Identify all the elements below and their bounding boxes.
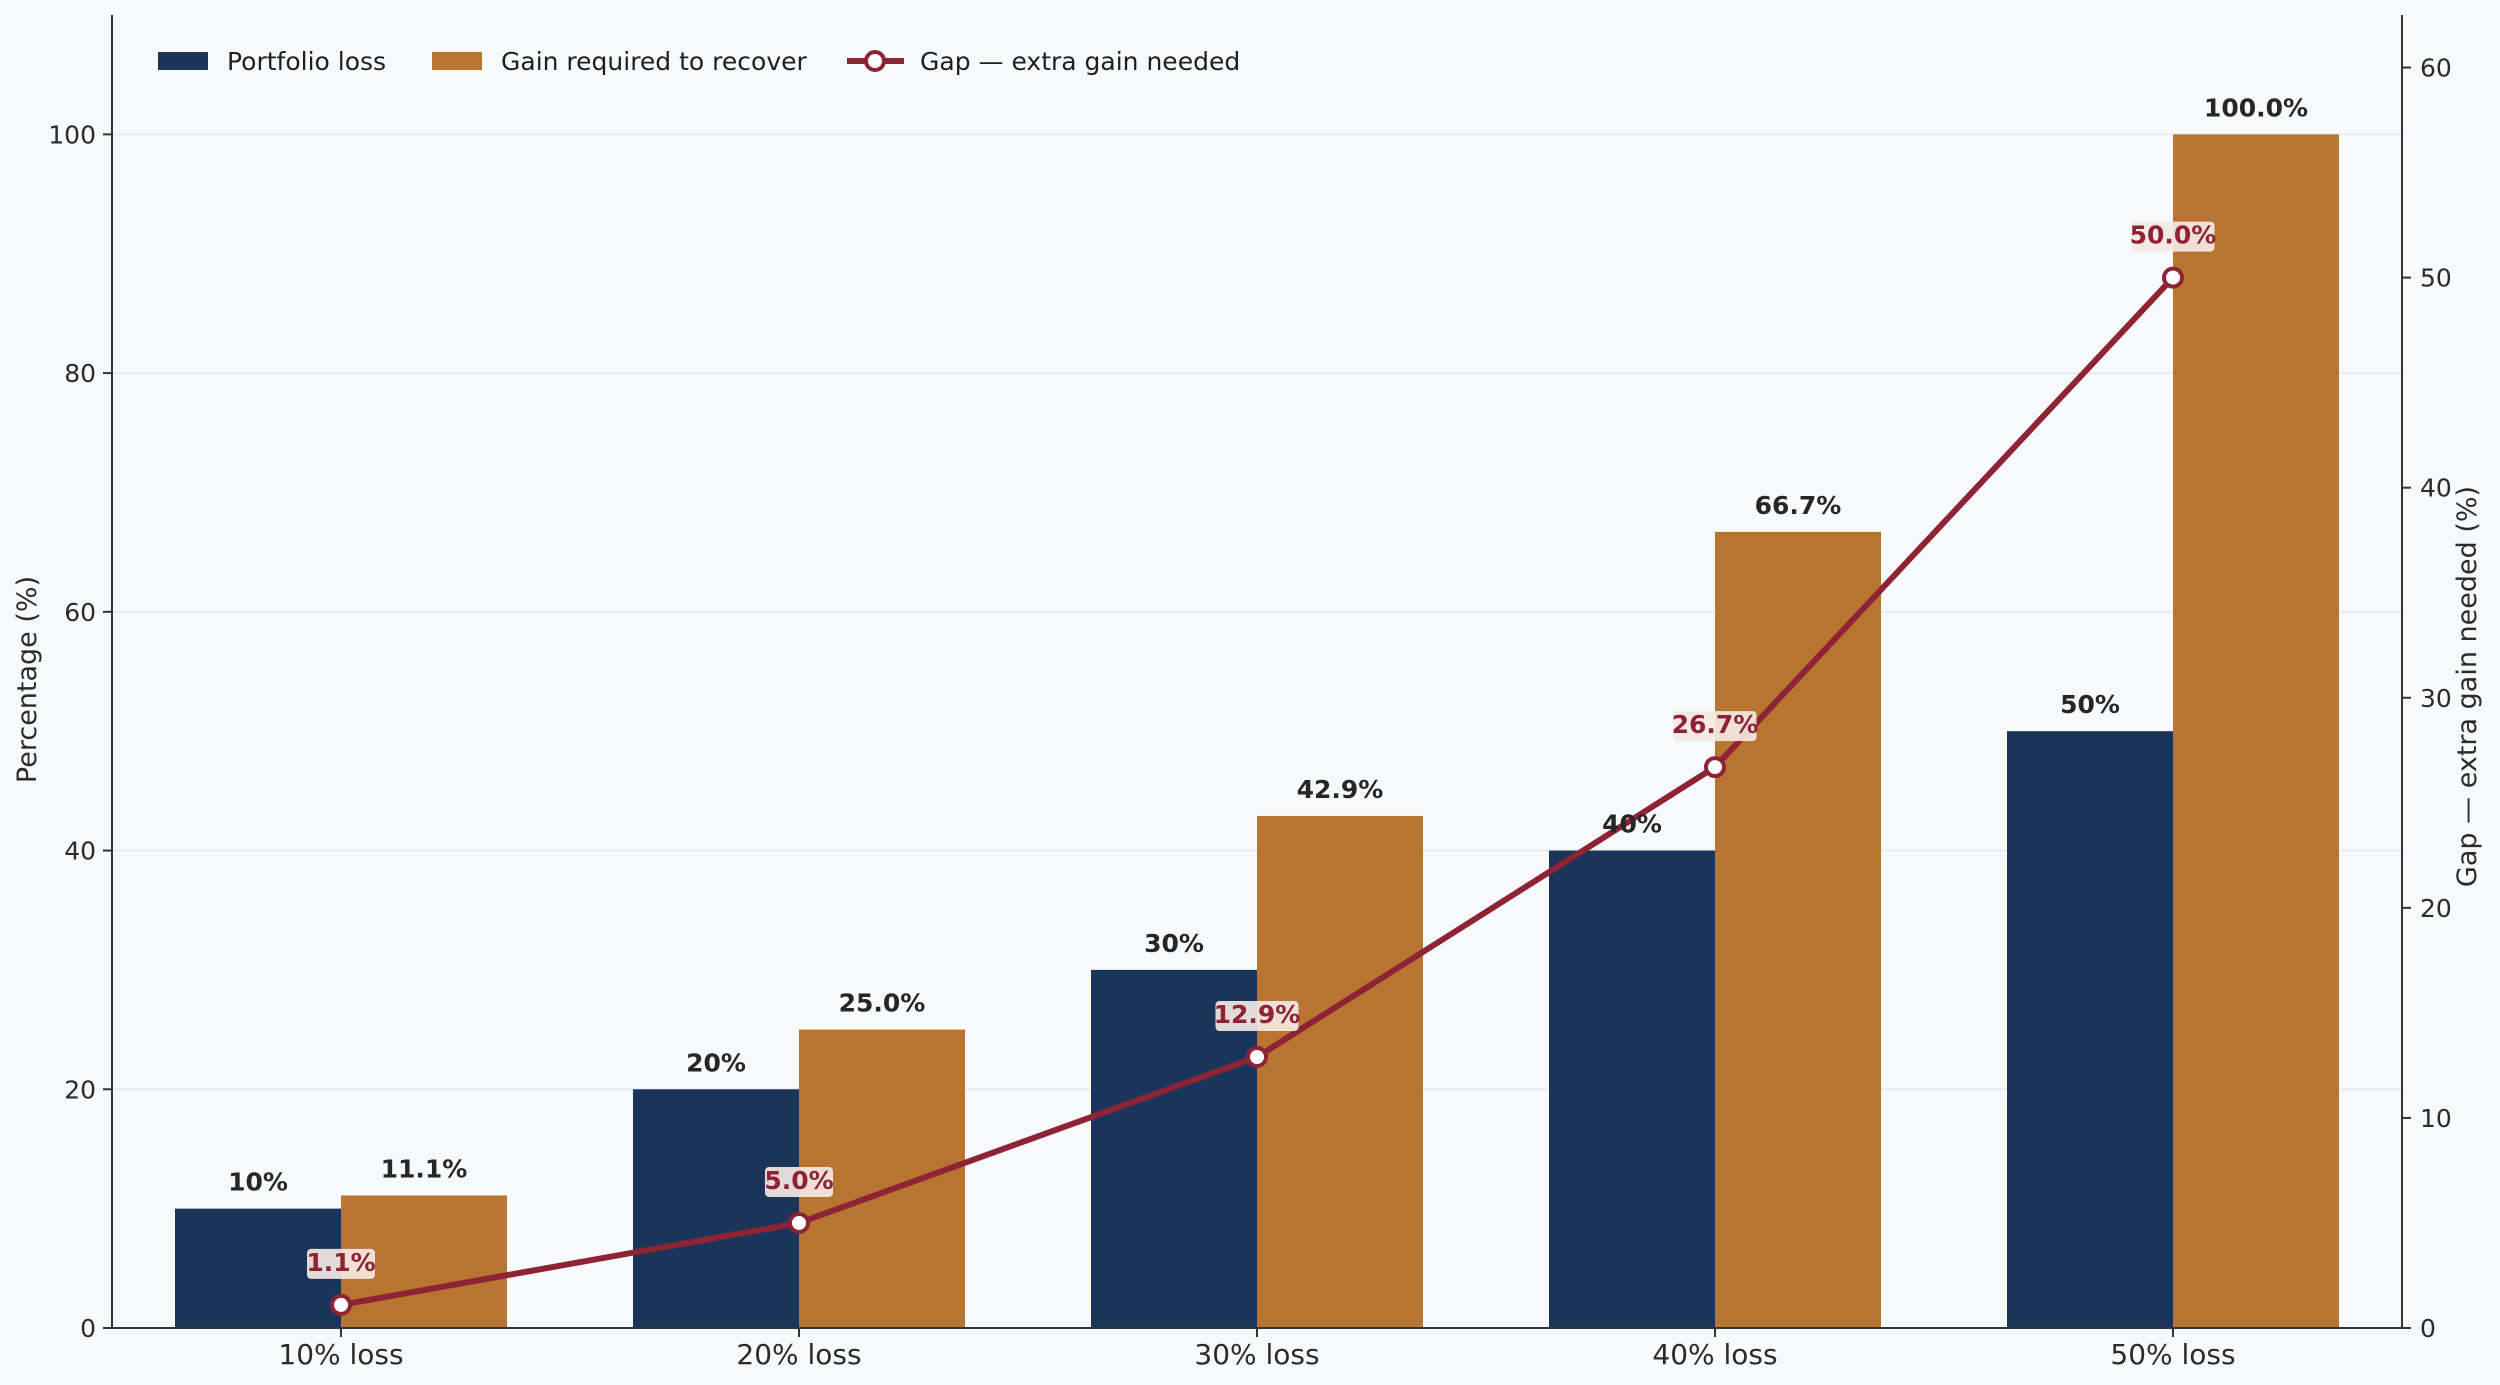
gap-label-box [765,1166,833,1197]
right-tick-label: 20 [2420,894,2452,923]
gap-value-label: 50.0% [2130,221,2217,250]
left-tick-label: 40 [64,837,96,866]
gap-value-label: 26.7% [1672,710,1759,739]
x-tick-label: 10% loss [278,1338,403,1371]
bar-value-label-loss: 40% [1602,810,1662,839]
bar-portfolio-loss[interactable] [633,1089,799,1328]
x-tick-label: 50% loss [2110,1338,2235,1371]
right-tick-label: 0 [2420,1314,2436,1343]
legend-label-gain-required: Gain required to recover [501,47,807,76]
bar-value-label-loss: 30% [1144,929,1204,958]
right-tick-label: 30 [2420,684,2452,713]
right-tick-label: 60 [2420,54,2452,83]
gap-label-box [1215,1000,1299,1031]
bars [175,134,2339,1328]
legend-marker-gap [864,50,886,72]
gap-point-marker[interactable] [330,1293,352,1316]
gap-value-label: 12.9% [1214,1000,1301,1029]
y2-axis-title: Gap — extra gain needed (%) [2452,486,2483,887]
right-tick-label: 50 [2420,264,2452,293]
gap-label-box [1673,711,1757,742]
left-tick-label: 100 [48,120,96,149]
legend-swatch-gain-required [432,52,482,70]
bar-value-label-loss: 10% [228,1168,288,1197]
gap-label-box [307,1248,375,1279]
bar-portfolio-loss[interactable] [2007,731,2173,1328]
gap-label-box [2131,221,2215,252]
legend-swatch-portfolio-loss [158,52,208,70]
legend-label-gap: Gap — extra gain needed [920,47,1240,76]
bar-value-label-gain: 25.0% [839,989,926,1018]
gap-line-layer [330,266,2184,1316]
bar-gain-required[interactable] [1257,815,1423,1328]
bar-gain-required[interactable] [1715,531,1881,1328]
bar-portfolio-loss[interactable] [1549,850,1715,1328]
bar-value-label-loss: 50% [2060,690,2120,719]
left-tick-label: 0 [80,1314,96,1343]
left-tick-label: 80 [64,359,96,388]
bar-gain-required[interactable] [2173,134,2339,1328]
right-tick-label: 10 [2420,1104,2452,1133]
left-tick-label: 60 [64,598,96,627]
legend-label-portfolio-loss: Portfolio loss [227,47,386,76]
x-tick-label: 40% loss [1652,1338,1777,1371]
gap-point-marker[interactable] [788,1211,810,1234]
gap-point-marker[interactable] [2162,266,2184,289]
bar-value-label-gain: 42.9% [1297,775,1384,804]
gap-point-marker[interactable] [1246,1045,1268,1068]
gap-value-label: 5.0% [764,1166,833,1195]
x-tick-label: 30% loss [1194,1338,1319,1371]
bar-value-label-gain: 11.1% [381,1155,468,1184]
left-tick-label: 20 [64,1075,96,1104]
bar-value-label-gain: 100.0% [2204,93,2308,122]
right-tick-label: 40 [2420,474,2452,503]
legend: Portfolio loss Gain required to recover Ga… [158,47,1240,76]
gap-value-label: 1.1% [306,1248,375,1277]
gap-point-marker[interactable] [1704,756,1726,779]
axes: 0 20 40 60 80 100 0 10 20 30 40 50 60 10% loss 20% los… [12,15,2483,1371]
data-labels: 10% 11.1% 20% 25.0% 30% 42.9% 40% 66.7% 50% 100.0… [228,93,2308,1279]
bar-value-label-loss: 20% [686,1048,746,1077]
x-tick-label: 20% loss [736,1338,861,1371]
bar-value-label-gain: 66.7% [1755,491,1842,520]
y-axis-title: Percentage (%) [12,576,43,783]
